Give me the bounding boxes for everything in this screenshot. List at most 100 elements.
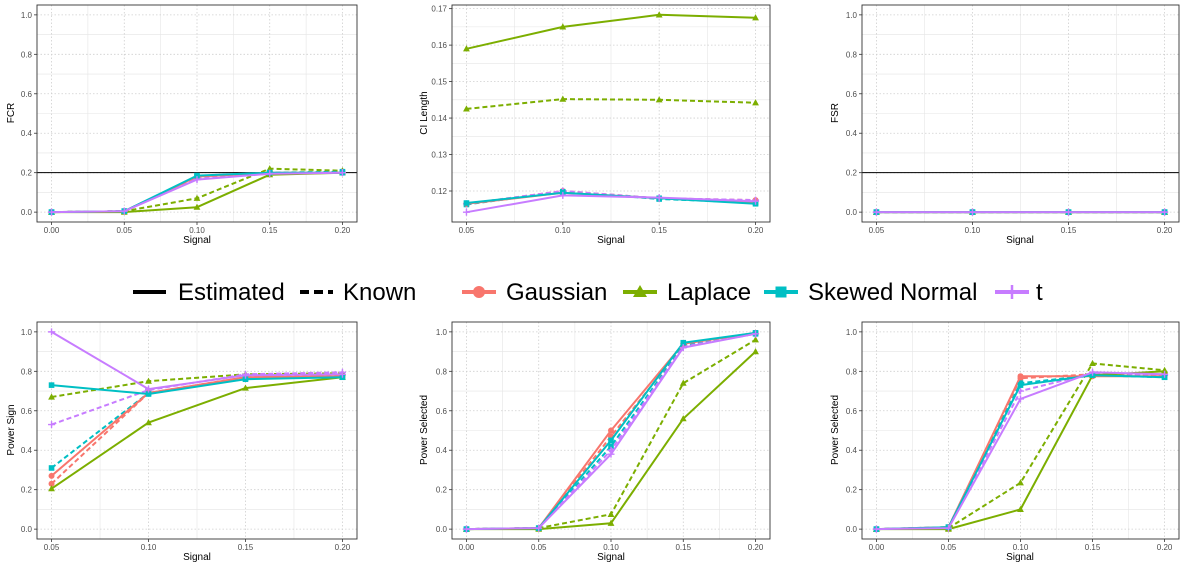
data-point — [1065, 208, 1073, 216]
x-tick-label: 0.10 — [555, 226, 571, 235]
y-tick-label: 0.4 — [21, 446, 33, 455]
y-axis-label: Power Sign — [6, 404, 17, 455]
data-point — [48, 480, 55, 487]
legend-marker-triangle — [633, 285, 647, 297]
data-point — [145, 377, 152, 384]
y-tick-label: 0.6 — [436, 407, 448, 416]
data-point — [1017, 505, 1024, 513]
data-point — [338, 169, 346, 177]
y-tick-label: 0.2 — [21, 169, 33, 178]
data-point — [242, 376, 249, 383]
x-tick-label: 0.20 — [335, 226, 351, 235]
series-line — [466, 13, 756, 50]
y-tick-label: 1.0 — [846, 328, 858, 337]
y-tick-label: 0.0 — [21, 525, 33, 534]
y-axis-label: Power Selected — [830, 395, 841, 465]
y-tick-label: 0.6 — [846, 407, 858, 416]
x-tick-label: 0.15 — [651, 226, 667, 235]
y-tick-label: 1.0 — [21, 11, 33, 20]
y-tick-label: 0.2 — [846, 486, 858, 495]
y-tick-label: 0.0 — [436, 525, 448, 534]
data-point — [608, 443, 614, 450]
data-point — [607, 519, 615, 526]
series-laplace-dashed — [463, 95, 759, 112]
data-point — [145, 391, 152, 397]
y-tick-label: 0.15 — [431, 78, 447, 87]
data-point — [241, 371, 249, 379]
y-tick-label: 0.8 — [436, 367, 448, 376]
x-tick-label: 0.10 — [603, 543, 619, 552]
data-point — [463, 105, 470, 112]
y-axis-label: Power Selected — [419, 395, 430, 465]
data-point — [48, 421, 56, 429]
data-point — [679, 415, 687, 422]
x-tick-label: 0.00 — [44, 226, 60, 235]
x-tick-label: 0.10 — [965, 226, 981, 235]
data-point — [872, 208, 880, 216]
series-line — [466, 194, 756, 214]
y-tick-label: 0.0 — [846, 525, 858, 534]
x-tick-label: 0.05 — [44, 543, 60, 552]
y-tick-label: 0.4 — [846, 446, 858, 455]
data-point — [752, 14, 759, 21]
data-point — [679, 379, 687, 386]
data-point — [48, 382, 55, 388]
data-point — [1161, 370, 1169, 378]
y-tick-label: 0.13 — [431, 151, 447, 160]
y-tick-label: 0.6 — [846, 90, 858, 99]
data-point — [463, 200, 470, 206]
x-tick-label: 0.05 — [459, 226, 475, 235]
x-tick-label: 0.05 — [941, 543, 957, 552]
data-point — [872, 525, 880, 533]
series-t-solid — [462, 330, 760, 533]
series-t-solid — [872, 208, 1169, 216]
x-tick-label: 0.15 — [238, 543, 254, 552]
x-axis-label: Signal — [597, 235, 625, 246]
legend: Estimated Known Gaussian Laplace Skewed Norm… — [133, 279, 1043, 306]
data-point — [752, 347, 759, 355]
data-point — [120, 207, 128, 215]
y-axis-label: FSR — [830, 103, 841, 123]
y-tick-label: 0.8 — [846, 50, 858, 59]
data-point — [559, 95, 567, 102]
x-axis-label: Signal — [1006, 552, 1034, 563]
series-line — [50, 375, 343, 477]
y-tick-label: 0.4 — [436, 446, 448, 455]
data-point — [193, 176, 201, 184]
x-axis-label: Signal — [597, 552, 625, 563]
x-tick-label: 0.10 — [189, 226, 205, 235]
data-point — [968, 208, 976, 216]
panel-border — [451, 4, 771, 223]
x-axis-label: Signal — [183, 235, 211, 246]
x-tick-label: 0.15 — [675, 543, 691, 552]
legend-label-known: Known — [343, 279, 416, 306]
data-point — [1017, 382, 1024, 388]
x-tick-label: 0.15 — [1085, 543, 1101, 552]
panel-border — [36, 321, 358, 540]
data-point — [194, 172, 200, 179]
y-tick-label: 0.12 — [431, 187, 447, 196]
y-tick-label: 0.0 — [846, 208, 858, 217]
x-tick-label: 0.20 — [748, 543, 764, 552]
series-line — [51, 376, 343, 395]
series-t-solid — [462, 191, 760, 216]
y-tick-label: 1.0 — [846, 11, 858, 20]
data-point — [48, 208, 56, 216]
data-point — [559, 191, 567, 199]
series-t-solid — [48, 328, 346, 393]
data-point — [680, 339, 687, 346]
data-point — [608, 427, 614, 434]
data-point — [607, 450, 615, 458]
x-tick-label: 0.20 — [1157, 543, 1173, 552]
data-point — [1017, 373, 1024, 380]
legend-label-skewed-normal: Skewed Normal — [808, 279, 977, 306]
legend-label-estimated: Estimated — [178, 279, 285, 306]
y-tick-label: 0.2 — [846, 169, 858, 178]
x-tick-label: 0.00 — [869, 543, 885, 552]
y-tick-label: 0.6 — [21, 90, 33, 99]
data-point — [48, 485, 55, 492]
x-tick-label: 0.10 — [1013, 543, 1029, 552]
x-tick-label: 0.05 — [869, 226, 885, 235]
data-point — [266, 170, 274, 178]
y-tick-label: 0.16 — [431, 41, 447, 50]
